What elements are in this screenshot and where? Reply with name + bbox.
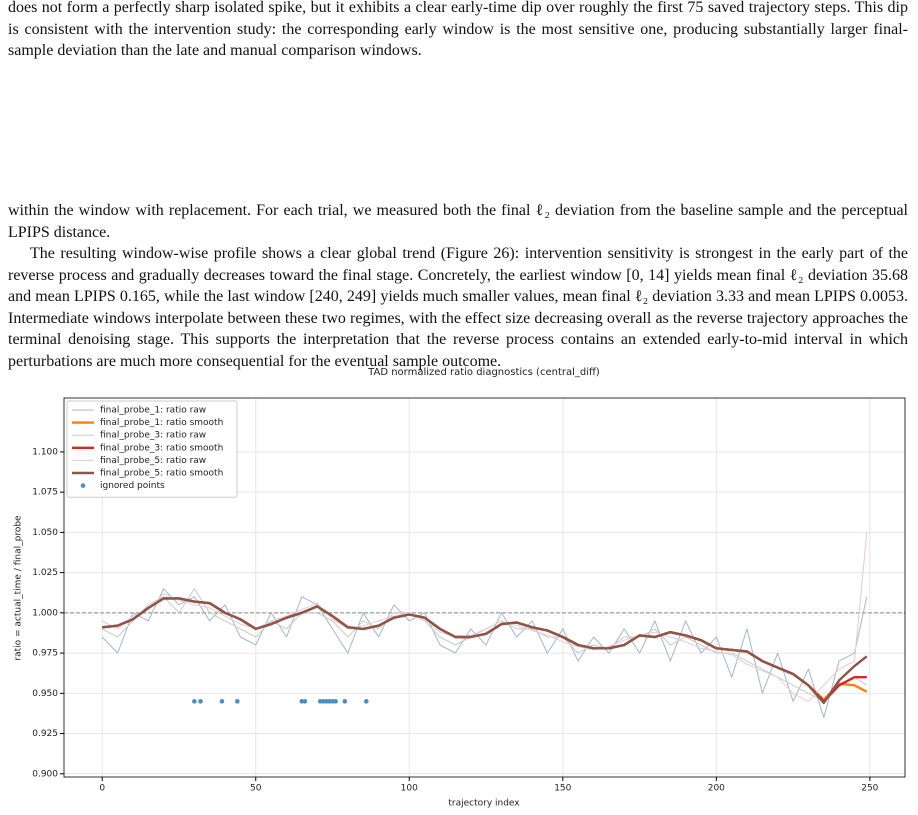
chart-title: TAD normalized ratio diagnostics (centra…	[367, 367, 600, 378]
paragraph: The resulting window-wise profile shows …	[8, 245, 908, 370]
legend-label: final_probe_5: ratio smooth	[100, 469, 223, 479]
x-tick-label: 0	[99, 784, 105, 794]
ignored-point	[198, 699, 203, 704]
y-tick-label: 0.900	[32, 769, 58, 779]
paragraph: does not form a perfectly sharp isolated…	[8, 0, 908, 60]
legend-box	[66, 400, 238, 498]
ignored-point	[333, 699, 338, 704]
legend-label: final_probe_3: ratio raw	[100, 431, 206, 441]
x-tick-label: 50	[250, 784, 262, 794]
x-axis-label: trajectory index	[448, 799, 520, 809]
y-axis-label: ratio = actual_time / final_probe	[14, 515, 24, 661]
legend-label: final_probe_1: ratio smooth	[100, 418, 223, 428]
raw-line	[101, 532, 868, 702]
legend-marker	[80, 483, 86, 488]
legend-label: final_probe_1: ratio raw	[100, 406, 206, 416]
ignored-point	[342, 699, 348, 704]
legend-label: final_probe_5: ratio raw	[100, 456, 206, 466]
ignored-point	[235, 699, 240, 704]
raw-line	[101, 588, 868, 702]
y-tick-label: 1.050	[32, 528, 58, 538]
ignored-point	[302, 699, 308, 704]
y-tick-label: 0.925	[32, 729, 58, 739]
y-tick-label: 1.000	[32, 608, 58, 618]
x-tick-label: 150	[554, 784, 571, 794]
ignored-point	[192, 699, 197, 704]
y-tick-label: 1.075	[32, 488, 58, 498]
legend-label: final_probe_3: ratio smooth	[100, 443, 223, 453]
smooth-line	[102, 597, 868, 705]
ignored-point	[363, 699, 369, 704]
x-tick-label: 100	[401, 784, 418, 794]
x-tick-label: 200	[708, 784, 725, 794]
x-tick-label: 250	[861, 784, 878, 794]
y-tick-label: 1.025	[32, 568, 58, 578]
axes-frame	[63, 397, 906, 778]
ignored-point	[219, 699, 225, 704]
y-tick-label: 1.100	[32, 447, 58, 457]
legend-label: ignored points	[100, 481, 165, 491]
y-tick-label: 0.975	[32, 649, 58, 659]
paragraph: within the window with replacement. For …	[8, 202, 908, 241]
y-tick-label: 0.950	[32, 689, 58, 699]
